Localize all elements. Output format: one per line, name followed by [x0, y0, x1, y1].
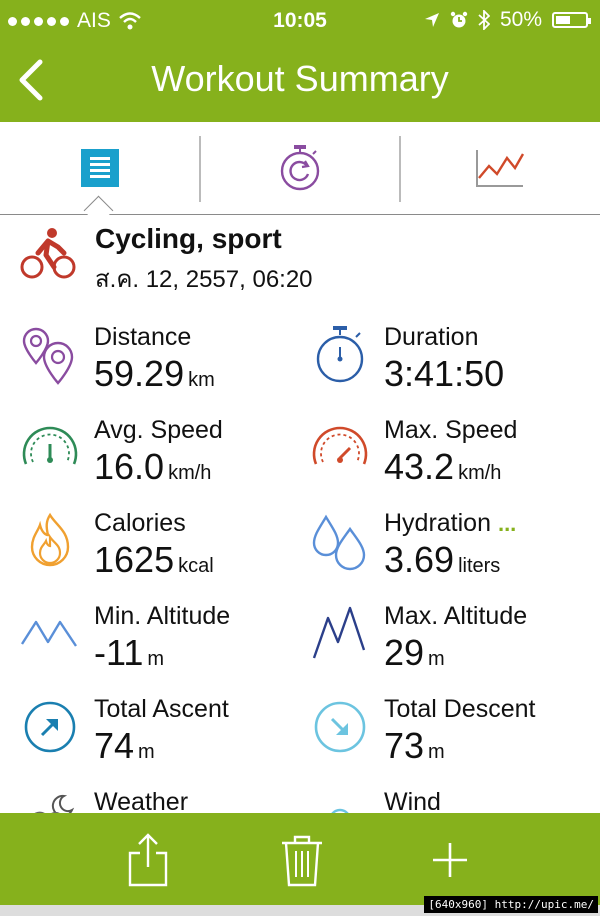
stat-value: 59.29 km	[94, 353, 215, 394]
stat-value: 3.69 liters	[384, 539, 501, 580]
stat-label: Weather	[94, 788, 189, 813]
clock: 10:05	[273, 9, 327, 32]
back-arrow-icon[interactable]	[14, 58, 48, 102]
bottom-toolbar	[0, 813, 600, 905]
stat-label: Total Descent	[384, 695, 536, 723]
watermark-label: [640x960] http://upic.me/	[424, 896, 598, 913]
stat-value: 43.2 km/h	[384, 446, 502, 487]
stat-label: Calories	[94, 509, 186, 537]
high-mountains-icon	[312, 606, 366, 659]
descent-arrow-icon	[314, 701, 366, 753]
stat-total-descent: Total Descent 73 m	[310, 695, 600, 785]
stat-max-speed: Max. Speed 43.2 km/h	[310, 416, 600, 506]
cycling-icon	[20, 228, 76, 279]
speedometer-icon	[22, 426, 78, 465]
alarm-clock-icon	[450, 11, 468, 28]
stat-label: Avg. Speed	[94, 416, 223, 444]
list-icon	[81, 149, 119, 187]
stat-label: Wind	[384, 788, 441, 813]
stat-value: 1625 kcal	[94, 539, 214, 580]
stopwatch-laps-icon	[280, 145, 320, 191]
stat-wind: Wind	[310, 788, 600, 813]
tab-divider	[399, 136, 401, 202]
stat-label: Hydration ...	[384, 509, 517, 537]
stat-value: 74 m	[94, 725, 155, 766]
stat-label: Max. Speed	[384, 416, 518, 444]
stat-value: 29 m	[384, 632, 445, 673]
share-icon[interactable]	[124, 831, 172, 887]
stat-distance: Distance 59.29 km	[20, 323, 310, 413]
stat-label: Total Ascent	[94, 695, 229, 723]
stat-value: 3:41:50	[384, 353, 505, 394]
activity-date: ส.ค. 12, 2557, 06:20	[95, 266, 313, 293]
stat-value: -11 m	[94, 632, 165, 673]
battery-icon	[552, 12, 591, 28]
stat-calories: Calories 1625 kcal	[20, 509, 310, 599]
activity-title: Cycling, sport	[95, 223, 282, 254]
stat-min-altitude: Min. Altitude -11 m	[20, 602, 310, 692]
stat-hydration[interactable]: Hydration ... 3.69 liters	[310, 509, 600, 599]
signal-strength-icon	[8, 16, 69, 26]
tab-summary-list[interactable]	[0, 122, 200, 214]
location-pins-icon	[22, 327, 74, 385]
stat-avg-speed: Avg. Speed 16.0 km/h	[20, 416, 310, 506]
status-bar: AIS 10:05 50%	[0, 0, 600, 40]
speedometer-max-icon	[312, 426, 368, 465]
footer-strip	[0, 905, 600, 916]
stat-max-altitude: Max. Altitude 29 m	[310, 602, 600, 692]
stat-total-ascent: Total Ascent 74 m	[20, 695, 310, 785]
battery-percent: 50%	[499, 8, 542, 31]
stat-label: Min. Altitude	[94, 602, 231, 630]
navigation-bar: Workout Summary	[0, 40, 600, 122]
weather-cloud-moon-icon	[34, 794, 75, 813]
tab-laps[interactable]	[200, 122, 400, 214]
flame-icon	[30, 512, 70, 567]
stat-value: 73 m	[384, 725, 445, 766]
tab-graph[interactable]	[400, 122, 600, 214]
stat-value: 16.0 km/h	[94, 446, 212, 487]
view-tabs	[0, 122, 600, 215]
stat-weather: Weather	[20, 788, 310, 813]
ascent-arrow-icon	[24, 701, 76, 753]
trash-icon[interactable]	[278, 831, 326, 887]
stat-duration: Duration 3:41:50	[310, 323, 600, 413]
line-chart-icon	[476, 150, 525, 187]
bluetooth-icon	[478, 10, 490, 30]
location-arrow-icon	[424, 13, 439, 27]
tab-divider	[199, 136, 201, 202]
stopwatch-icon	[316, 326, 364, 383]
page-title: Workout Summary	[151, 58, 449, 99]
stat-label: Distance	[94, 323, 192, 351]
wind-icon	[331, 808, 349, 813]
add-icon[interactable]	[426, 831, 474, 887]
wifi-icon	[119, 12, 141, 30]
stat-label: Max. Altitude	[384, 602, 528, 630]
stat-label: Duration	[384, 323, 479, 351]
low-mountains-icon	[20, 620, 77, 647]
more-indicator: ...	[497, 511, 517, 536]
water-drops-icon	[312, 514, 366, 571]
carrier-name: AIS	[77, 9, 111, 32]
summary-content[interactable]: Cycling, sport ส.ค. 12, 2557, 06:20 Dist…	[0, 215, 600, 813]
